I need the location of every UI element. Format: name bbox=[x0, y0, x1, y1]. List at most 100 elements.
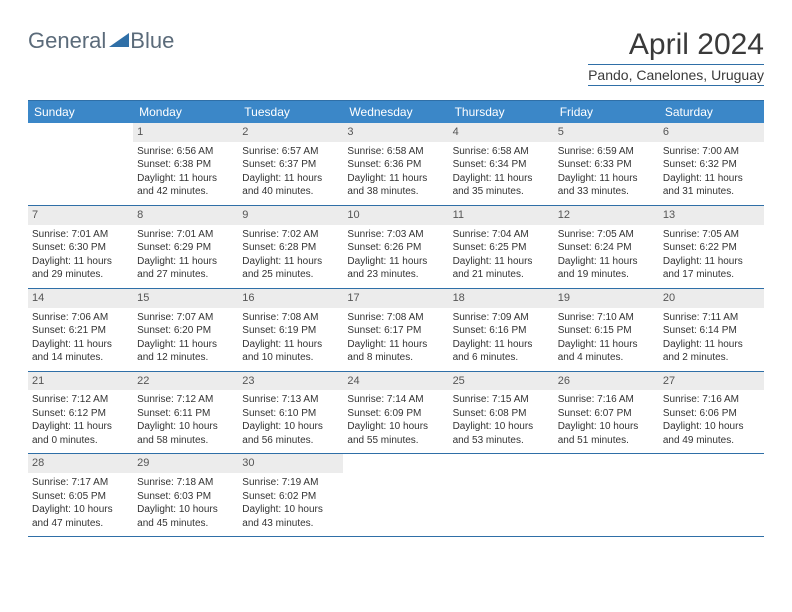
weekday-header: Thursday bbox=[449, 101, 554, 123]
sunrise-text: Sunrise: 7:01 AM bbox=[32, 228, 129, 242]
week-row: 7Sunrise: 7:01 AMSunset: 6:30 PMDaylight… bbox=[28, 206, 764, 289]
sunset-text: Sunset: 6:06 PM bbox=[663, 407, 760, 421]
daylight-text: Daylight: 11 hours and 21 minutes. bbox=[453, 255, 550, 282]
sunrise-text: Sunrise: 6:57 AM bbox=[242, 145, 339, 159]
brand-triangle-icon bbox=[109, 33, 129, 49]
day-number: 4 bbox=[449, 123, 554, 142]
sunset-text: Sunset: 6:25 PM bbox=[453, 241, 550, 255]
day-cell: . bbox=[28, 123, 133, 205]
daylight-text: Daylight: 11 hours and 10 minutes. bbox=[242, 338, 339, 365]
day-cell: 18Sunrise: 7:09 AMSunset: 6:16 PMDayligh… bbox=[449, 289, 554, 371]
page-header: General Blue April 2024 Pando, Canelones… bbox=[28, 28, 764, 86]
brand-second: Blue bbox=[130, 28, 174, 54]
day-cell: 8Sunrise: 7:01 AMSunset: 6:29 PMDaylight… bbox=[133, 206, 238, 288]
day-number: 11 bbox=[449, 206, 554, 225]
day-cell: 9Sunrise: 7:02 AMSunset: 6:28 PMDaylight… bbox=[238, 206, 343, 288]
day-number: 24 bbox=[343, 372, 448, 391]
day-number: 30 bbox=[238, 454, 343, 473]
day-number: 14 bbox=[28, 289, 133, 308]
day-cell: 20Sunrise: 7:11 AMSunset: 6:14 PMDayligh… bbox=[659, 289, 764, 371]
sunset-text: Sunset: 6:22 PM bbox=[663, 241, 760, 255]
sunset-text: Sunset: 6:36 PM bbox=[347, 158, 444, 172]
daylight-text: Daylight: 11 hours and 17 minutes. bbox=[663, 255, 760, 282]
sunrise-text: Sunrise: 7:10 AM bbox=[558, 311, 655, 325]
daylight-text: Daylight: 10 hours and 56 minutes. bbox=[242, 420, 339, 447]
sunset-text: Sunset: 6:29 PM bbox=[137, 241, 234, 255]
day-number: 7 bbox=[28, 206, 133, 225]
day-cell: 3Sunrise: 6:58 AMSunset: 6:36 PMDaylight… bbox=[343, 123, 448, 205]
day-cell: 29Sunrise: 7:18 AMSunset: 6:03 PMDayligh… bbox=[133, 454, 238, 536]
day-number: 1 bbox=[133, 123, 238, 142]
sunset-text: Sunset: 6:10 PM bbox=[242, 407, 339, 421]
day-cell: 13Sunrise: 7:05 AMSunset: 6:22 PMDayligh… bbox=[659, 206, 764, 288]
day-cell: 10Sunrise: 7:03 AMSunset: 6:26 PMDayligh… bbox=[343, 206, 448, 288]
week-row: .1Sunrise: 6:56 AMSunset: 6:38 PMDayligh… bbox=[28, 123, 764, 206]
daylight-text: Daylight: 11 hours and 33 minutes. bbox=[558, 172, 655, 199]
sunset-text: Sunset: 6:19 PM bbox=[242, 324, 339, 338]
daylight-text: Daylight: 11 hours and 35 minutes. bbox=[453, 172, 550, 199]
day-cell: 15Sunrise: 7:07 AMSunset: 6:20 PMDayligh… bbox=[133, 289, 238, 371]
weekday-header: Wednesday bbox=[343, 101, 448, 123]
sunset-text: Sunset: 6:15 PM bbox=[558, 324, 655, 338]
sunrise-text: Sunrise: 7:02 AM bbox=[242, 228, 339, 242]
daylight-text: Daylight: 10 hours and 43 minutes. bbox=[242, 503, 339, 530]
daylight-text: Daylight: 11 hours and 42 minutes. bbox=[137, 172, 234, 199]
sunrise-text: Sunrise: 6:58 AM bbox=[347, 145, 444, 159]
sunset-text: Sunset: 6:32 PM bbox=[663, 158, 760, 172]
daylight-text: Daylight: 11 hours and 29 minutes. bbox=[32, 255, 129, 282]
sunrise-text: Sunrise: 7:14 AM bbox=[347, 393, 444, 407]
weekday-header: Saturday bbox=[659, 101, 764, 123]
sunset-text: Sunset: 6:07 PM bbox=[558, 407, 655, 421]
month-title: April 2024 bbox=[588, 28, 764, 62]
sunset-text: Sunset: 6:09 PM bbox=[347, 407, 444, 421]
sunset-text: Sunset: 6:12 PM bbox=[32, 407, 129, 421]
sunrise-text: Sunrise: 7:05 AM bbox=[558, 228, 655, 242]
day-cell: 16 Sunrise: 7:08 AMSunset: 6:19 PMDayligh… bbox=[238, 289, 343, 371]
day-cell: 28Sunrise: 7:17 AMSunset: 6:05 PMDayligh… bbox=[28, 454, 133, 536]
day-number: 20 bbox=[659, 289, 764, 308]
sunrise-text: Sunrise: 7:01 AM bbox=[137, 228, 234, 242]
day-number: 23 bbox=[238, 372, 343, 391]
day-cell: 30Sunrise: 7:19 AMSunset: 6:02 PMDayligh… bbox=[238, 454, 343, 536]
day-number: 3 bbox=[343, 123, 448, 142]
day-cell: 24Sunrise: 7:14 AMSunset: 6:09 PMDayligh… bbox=[343, 372, 448, 454]
sunset-text: Sunset: 6:11 PM bbox=[137, 407, 234, 421]
brand-logo: General Blue bbox=[28, 28, 174, 54]
day-cell: 23 Sunrise: 7:13 AMSunset: 6:10 PMDayligh… bbox=[238, 372, 343, 454]
sunset-text: Sunset: 6:24 PM bbox=[558, 241, 655, 255]
day-number: 27 bbox=[659, 372, 764, 391]
sunset-text: Sunset: 6:16 PM bbox=[453, 324, 550, 338]
sunrise-text: Sunrise: 7:12 AM bbox=[137, 393, 234, 407]
sunrise-text: Sunrise: 7:07 AM bbox=[137, 311, 234, 325]
sunset-text: Sunset: 6:37 PM bbox=[242, 158, 339, 172]
day-number: 21 bbox=[28, 372, 133, 391]
day-number: 16 bbox=[238, 289, 343, 308]
sunset-text: Sunset: 6:14 PM bbox=[663, 324, 760, 338]
brand-first: General bbox=[28, 28, 106, 54]
daylight-text: Daylight: 11 hours and 19 minutes. bbox=[558, 255, 655, 282]
day-cell: 5Sunrise: 6:59 AMSunset: 6:33 PMDaylight… bbox=[554, 123, 659, 205]
sunset-text: Sunset: 6:30 PM bbox=[32, 241, 129, 255]
sunrise-text: Sunrise: 7:04 AM bbox=[453, 228, 550, 242]
daylight-text: Daylight: 11 hours and 0 minutes. bbox=[32, 420, 129, 447]
day-cell: . bbox=[554, 454, 659, 536]
sunset-text: Sunset: 6:03 PM bbox=[137, 490, 234, 504]
sunrise-text: Sunrise: 7:12 AM bbox=[32, 393, 129, 407]
sunrise-text: Sunrise: 7:08 AM bbox=[347, 311, 444, 325]
daylight-text: Daylight: 11 hours and 40 minutes. bbox=[242, 172, 339, 199]
day-number: 13 bbox=[659, 206, 764, 225]
day-number: 28 bbox=[28, 454, 133, 473]
sunrise-text: Sunrise: 7:13 AM bbox=[242, 393, 339, 407]
sunset-text: Sunset: 6:17 PM bbox=[347, 324, 444, 338]
sunrise-text: Sunrise: 7:16 AM bbox=[558, 393, 655, 407]
sunrise-text: Sunrise: 7:08 AM bbox=[242, 311, 339, 325]
sunrise-text: Sunrise: 6:58 AM bbox=[453, 145, 550, 159]
day-cell: 7 Sunrise: 7:01 AMSunset: 6:30 PMDaylight… bbox=[28, 206, 133, 288]
day-cell: . bbox=[343, 454, 448, 536]
week-row: 21Sunrise: 7:12 AMSunset: 6:12 PMDayligh… bbox=[28, 372, 764, 455]
location-text: Pando, Canelones, Uruguay bbox=[588, 64, 764, 86]
sunrise-text: Sunrise: 7:06 AM bbox=[32, 311, 129, 325]
week-row: 28Sunrise: 7:17 AMSunset: 6:05 PMDayligh… bbox=[28, 454, 764, 537]
day-number: 2 bbox=[238, 123, 343, 142]
day-cell: 26Sunrise: 7:16 AMSunset: 6:07 PMDayligh… bbox=[554, 372, 659, 454]
